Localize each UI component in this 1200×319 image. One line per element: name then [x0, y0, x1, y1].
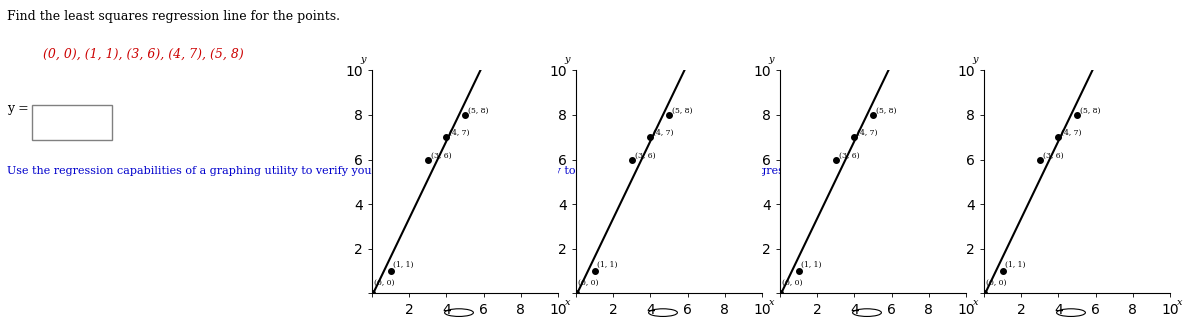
Text: (4, 7): (4, 7): [653, 129, 673, 137]
Text: (0, 0): (0, 0): [578, 279, 599, 287]
Text: (3, 6): (3, 6): [431, 152, 451, 160]
Text: (3, 6): (3, 6): [839, 152, 859, 160]
Text: y =: y =: [7, 102, 29, 115]
Text: (1, 1): (1, 1): [394, 261, 414, 269]
Text: (5, 8): (5, 8): [468, 107, 488, 115]
Text: (0, 0), (1, 1), (3, 6), (4, 7), (5, 8): (0, 0), (1, 1), (3, 6), (4, 7), (5, 8): [43, 48, 244, 61]
Text: y: y: [768, 55, 774, 63]
Text: (0, 0): (0, 0): [986, 279, 1007, 287]
Text: x: x: [972, 298, 978, 307]
Text: (1, 1): (1, 1): [802, 261, 822, 269]
FancyBboxPatch shape: [32, 105, 112, 140]
Text: (5, 8): (5, 8): [876, 107, 896, 115]
Text: (1, 1): (1, 1): [1006, 261, 1026, 269]
Text: (1, 1): (1, 1): [598, 261, 618, 269]
Text: (4, 7): (4, 7): [1061, 129, 1081, 137]
Text: y: y: [360, 55, 366, 63]
Text: (5, 8): (5, 8): [1080, 107, 1100, 115]
Text: (3, 6): (3, 6): [635, 152, 655, 160]
Text: y: y: [564, 55, 570, 63]
Text: Use the regression capabilities of a graphing utility to verify your results. Us: Use the regression capabilities of a gra…: [7, 166, 835, 176]
Text: (0, 0): (0, 0): [782, 279, 803, 287]
Text: (3, 6): (3, 6): [1043, 152, 1063, 160]
Text: Find the least squares regression line for the points.: Find the least squares regression line f…: [7, 10, 341, 23]
Text: (4, 7): (4, 7): [449, 129, 469, 137]
Text: (0, 0): (0, 0): [374, 279, 395, 287]
Text: x: x: [768, 298, 774, 307]
Text: x: x: [1176, 298, 1182, 307]
Text: (5, 8): (5, 8): [672, 107, 692, 115]
Text: (4, 7): (4, 7): [857, 129, 877, 137]
Text: y: y: [972, 55, 978, 63]
Text: x: x: [564, 298, 570, 307]
